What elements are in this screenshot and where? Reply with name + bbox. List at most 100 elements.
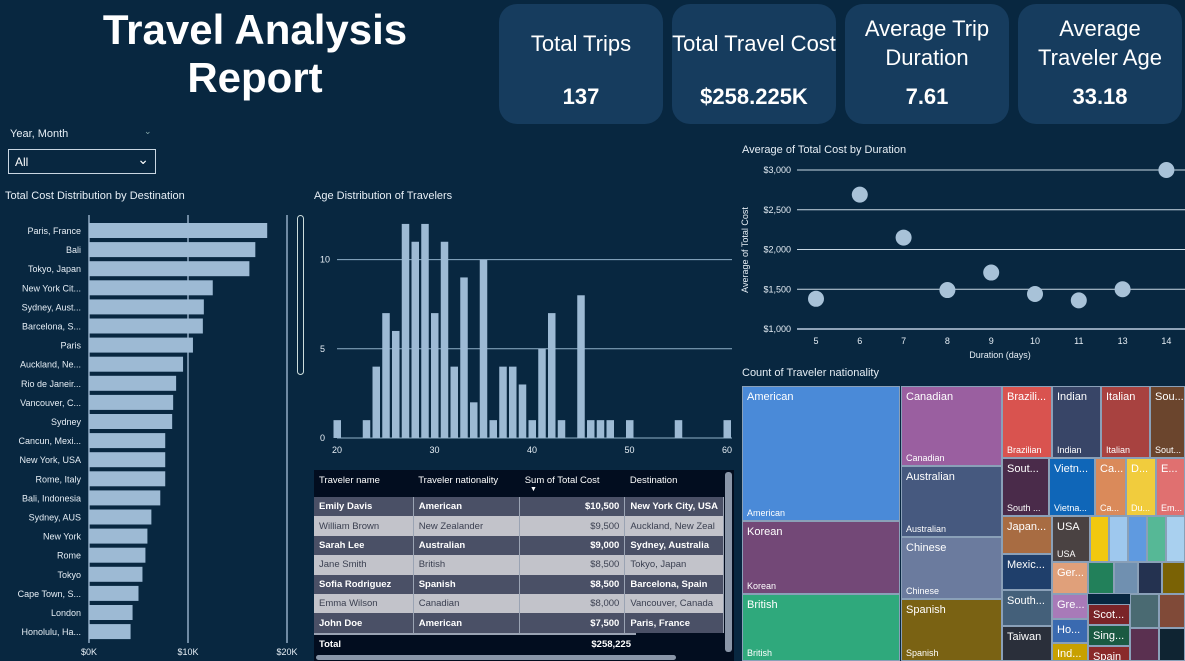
table-horizontal-scrollbar[interactable] bbox=[316, 655, 676, 660]
column-header[interactable]: Traveler nationality bbox=[413, 470, 520, 497]
histogram-bar bbox=[626, 420, 634, 438]
table-row[interactable]: Emma Wilson Canadian $8,000 Vancouver, Cana… bbox=[314, 593, 724, 614]
treemap-cell[interactable]: D... Du... bbox=[1126, 458, 1156, 516]
bar bbox=[89, 585, 139, 601]
y-axis-title: Average of Total Cost bbox=[740, 207, 750, 293]
bar bbox=[89, 605, 133, 620]
category-label: Vancouver, C... bbox=[20, 398, 81, 408]
scatter-point bbox=[1114, 281, 1131, 298]
treemap-cell[interactable] bbox=[1138, 562, 1162, 594]
treemap-cell[interactable]: Ho... bbox=[1052, 619, 1088, 643]
treemap-cell[interactable]: South... bbox=[1002, 590, 1052, 626]
x-tick-label: 13 bbox=[1118, 336, 1128, 346]
treemap-cell[interactable] bbox=[1109, 516, 1128, 562]
table-cell: New York City, USA bbox=[624, 497, 724, 517]
treemap-cell[interactable]: Taiwan bbox=[1002, 626, 1052, 661]
column-header[interactable]: Traveler name bbox=[314, 470, 414, 497]
scatter-point bbox=[939, 282, 956, 299]
treemap-cell[interactable]: American American bbox=[742, 386, 900, 521]
treemap-label: Scot... bbox=[1093, 609, 1125, 621]
treemap-label: Chinese bbox=[906, 542, 947, 554]
year-month-dropdown[interactable]: All ⌄ bbox=[8, 149, 156, 174]
treemap-cell[interactable]: Korean Korean bbox=[742, 521, 900, 594]
treemap-cell[interactable] bbox=[1166, 516, 1185, 562]
cost-duration-scatter: $1,000 $1,500 $2,000 $2,500 $3,000 5 6 7 8 9 10 11 1… bbox=[740, 162, 1185, 360]
category-label: Rio de Janeir... bbox=[21, 379, 81, 389]
histogram-bar bbox=[411, 241, 419, 438]
treemap-label: Ger... bbox=[1057, 567, 1084, 579]
table-row[interactable]: Emily Davis American $10,500 New York City,… bbox=[314, 497, 724, 517]
x-tick-label: $0K bbox=[81, 647, 97, 657]
treemap-cell[interactable]: Australian Australian bbox=[901, 466, 1002, 537]
treemap-cell[interactable]: Italian Italian bbox=[1101, 386, 1150, 458]
table-row[interactable]: Sofia Rodriguez Spanish $8,500 Barcelona, S… bbox=[314, 574, 724, 594]
bar bbox=[89, 452, 166, 468]
treemap-cell[interactable]: Ind... bbox=[1052, 643, 1088, 661]
scatter-point bbox=[1158, 162, 1175, 178]
table-vertical-scrollbar[interactable] bbox=[725, 472, 732, 652]
treemap-cell[interactable]: Sing... bbox=[1088, 625, 1130, 646]
treemap-cell[interactable] bbox=[1159, 594, 1185, 628]
treemap-cell[interactable]: Sout... South ... bbox=[1002, 458, 1049, 516]
histogram-bar bbox=[587, 420, 595, 438]
column-header[interactable]: Sum of Total Cost bbox=[519, 470, 625, 497]
histogram-bar bbox=[333, 420, 341, 438]
treemap-cell[interactable] bbox=[1130, 594, 1159, 628]
category-label: Bali, Indonesia bbox=[22, 493, 81, 503]
treemap-cell[interactable]: Spanish Spanish bbox=[901, 599, 1002, 661]
treemap-cell[interactable] bbox=[1090, 516, 1109, 562]
chevron-down-icon[interactable]: ⌄ bbox=[144, 126, 152, 136]
treemap-cell[interactable]: Chinese Chinese bbox=[901, 537, 1002, 599]
treemap-cell[interactable]: Ger... bbox=[1052, 562, 1088, 594]
treemap-cell[interactable]: British British bbox=[742, 594, 900, 661]
treemap-cell[interactable]: Brazili... Brazilian bbox=[1002, 386, 1052, 458]
treemap-cell[interactable]: USA USA bbox=[1052, 516, 1090, 562]
treemap-title: Count of Traveler nationality bbox=[742, 367, 879, 379]
bar bbox=[89, 356, 184, 372]
table-row[interactable]: Jane Smith British $8,500 Tokyo, Japan bbox=[314, 555, 724, 575]
treemap-cell[interactable] bbox=[1162, 562, 1185, 594]
x-tick-label: $10K bbox=[177, 647, 198, 657]
treemap-cell[interactable] bbox=[1088, 562, 1114, 594]
table-cell: Auckland, New Zeal bbox=[624, 516, 724, 536]
treemap-cell[interactable]: Canadian Canadian bbox=[901, 386, 1002, 466]
histogram-bar bbox=[557, 420, 566, 438]
treemap-cell[interactable]: Vietn... Vietna... bbox=[1049, 458, 1095, 516]
table-cell: $8,000 bbox=[519, 593, 626, 614]
treemap-cell[interactable]: Indian Indian bbox=[1052, 386, 1101, 458]
treemap-cell[interactable]: Mexic... bbox=[1002, 554, 1052, 590]
treemap-cell[interactable]: E... Em... bbox=[1156, 458, 1185, 516]
treemap-cell[interactable]: Ca... Ca... bbox=[1095, 458, 1126, 516]
histogram-bar bbox=[401, 223, 410, 438]
treemap-cell[interactable] bbox=[1114, 562, 1138, 594]
chevron-down-icon: ⌄ bbox=[137, 151, 149, 167]
histogram-bar bbox=[509, 366, 517, 438]
treemap-cell[interactable] bbox=[1128, 516, 1147, 562]
table-row[interactable]: John Doe American $7,500 Paris, France bbox=[314, 613, 724, 633]
treemap-cell[interactable] bbox=[1159, 628, 1185, 661]
treemap-cell[interactable]: Spain bbox=[1088, 646, 1130, 661]
histogram-bar bbox=[440, 241, 449, 438]
treemap-label: British bbox=[747, 599, 778, 611]
bar bbox=[89, 624, 131, 640]
treemap-cell[interactable]: Scot... bbox=[1088, 604, 1130, 625]
table-row[interactable]: William Brown New Zealander $9,500 Auckland… bbox=[314, 516, 724, 536]
treemap-cell[interactable] bbox=[1147, 516, 1166, 562]
table-row[interactable]: Sarah Lee Australian $9,000 Sydney, Austral… bbox=[314, 535, 724, 556]
histogram-bar bbox=[577, 295, 585, 438]
scatter-point bbox=[983, 264, 1000, 281]
category-label: Barcelona, S... bbox=[22, 322, 81, 332]
treemap-cell[interactable] bbox=[1130, 628, 1159, 661]
treemap-label: Ho... bbox=[1057, 624, 1081, 636]
treemap-cell[interactable]: Japan... bbox=[1002, 516, 1052, 554]
histogram-bar bbox=[538, 348, 546, 438]
treemap-value-label: British bbox=[747, 648, 773, 658]
treemap-label: E... bbox=[1161, 463, 1178, 475]
scatter-point bbox=[1070, 292, 1087, 309]
y-tick-label: 10 bbox=[320, 255, 330, 265]
column-header[interactable]: Destination bbox=[624, 470, 724, 497]
bar-chart-scrollbar[interactable] bbox=[297, 215, 304, 375]
treemap-cell[interactable]: Gre... bbox=[1052, 594, 1088, 619]
treemap-cell[interactable]: Sou... Sout... bbox=[1150, 386, 1185, 458]
y-tick-label: $2,500 bbox=[763, 205, 791, 215]
